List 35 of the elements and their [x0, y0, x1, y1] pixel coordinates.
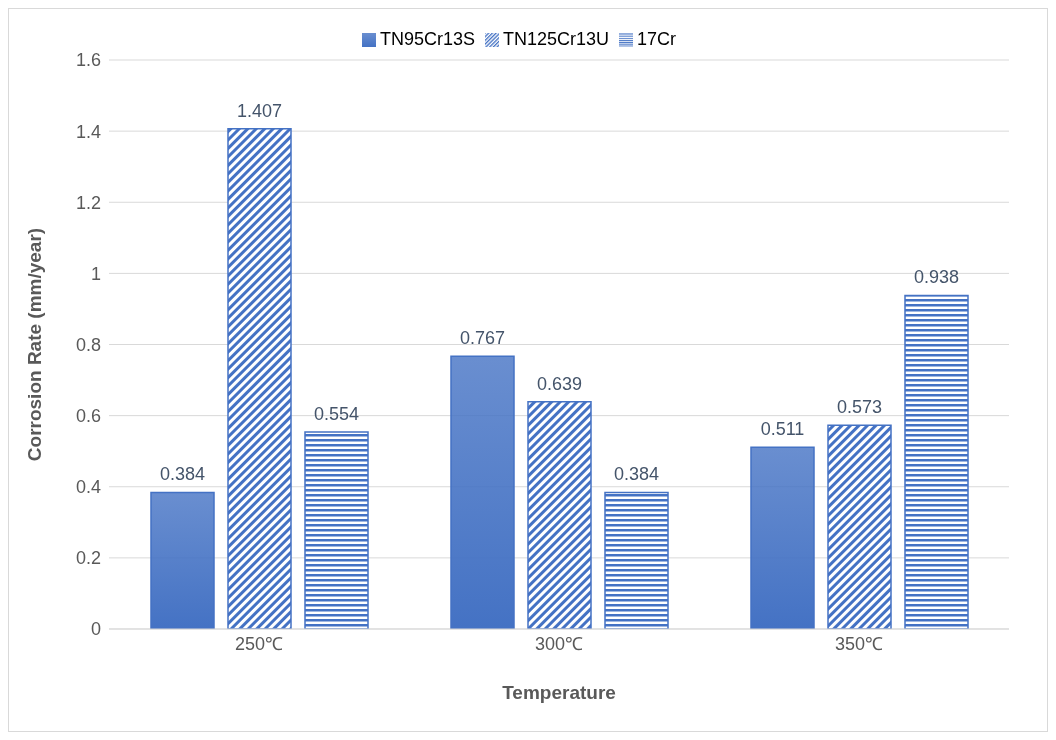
bar: [227, 127, 292, 629]
data-label: 0.511: [760, 419, 805, 440]
bar: [750, 446, 815, 629]
x-tick-label: 300℃: [534, 633, 584, 654]
data-label: 0.573: [836, 397, 883, 418]
bar: [904, 294, 969, 629]
data-label: 0.384: [613, 464, 660, 485]
data-label: 0.938: [913, 267, 960, 288]
bar: [827, 424, 892, 629]
y-tick-label: 1.2: [75, 192, 101, 213]
y-tick-label: 1.6: [75, 50, 101, 71]
y-tick-label: 0.8: [75, 334, 101, 355]
bar: [604, 491, 669, 629]
y-tick-label: 0: [90, 619, 101, 640]
data-label: 0.639: [536, 373, 583, 394]
y-tick-label: 1.4: [75, 121, 101, 142]
y-tick-label: 0.4: [75, 477, 101, 498]
legend-label: TN95Cr13S: [379, 29, 475, 49]
x-axis-title: Temperature: [502, 682, 616, 703]
x-tick-label: 350℃: [834, 633, 884, 654]
legend-label: TN125Cr13U: [502, 29, 610, 49]
y-tick-label: 0.2: [75, 548, 101, 569]
y-tick-label: 1: [90, 263, 101, 284]
bar: [150, 491, 215, 629]
y-axis-title: Corrosion Rate (mm/year): [23, 227, 45, 462]
data-label: 0.554: [313, 403, 360, 424]
y-tick-label: 0.6: [75, 406, 101, 427]
data-label: 0.384: [159, 464, 206, 485]
data-label: 1.407: [236, 100, 283, 121]
bar: [527, 401, 592, 629]
bar: [450, 355, 515, 629]
data-label: 0.767: [459, 328, 506, 349]
legend-label: 17Cr: [637, 29, 677, 49]
bar: [304, 431, 369, 629]
x-tick-label: 250℃: [234, 633, 284, 654]
